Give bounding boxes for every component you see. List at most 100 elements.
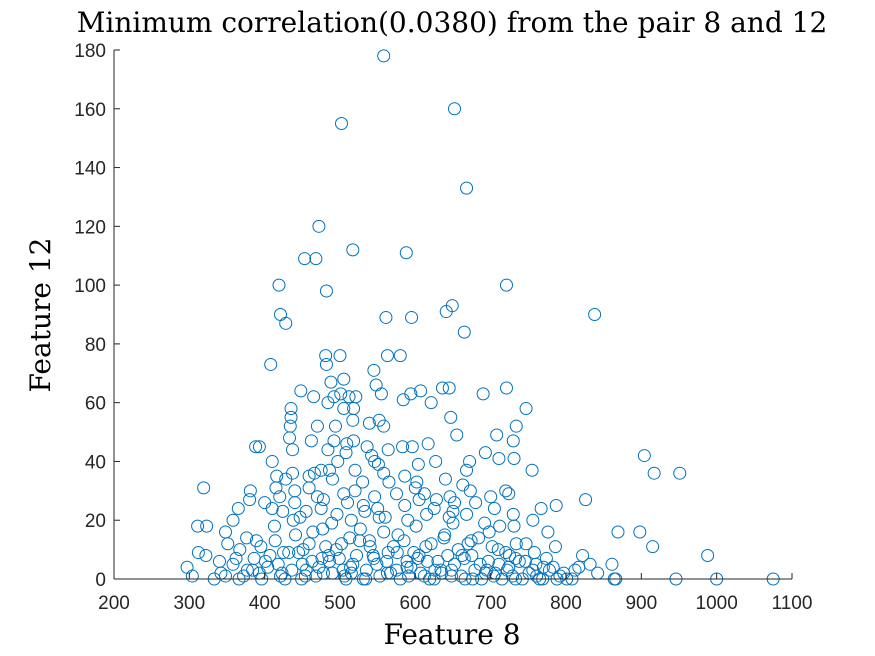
data-point (492, 452, 506, 466)
data-point (212, 554, 226, 568)
data-point (637, 449, 651, 463)
data-point (402, 569, 416, 583)
data-point (463, 484, 477, 498)
data-point (292, 546, 306, 560)
data-point (325, 516, 339, 530)
data-point (463, 454, 477, 468)
y-tick-label: 80 (85, 335, 106, 356)
data-point (482, 525, 496, 539)
data-point (502, 487, 516, 501)
data-point (344, 513, 358, 527)
data-point (420, 507, 434, 521)
data-point (444, 410, 458, 424)
data-point (457, 551, 471, 565)
data-point (542, 563, 556, 577)
data-point (480, 563, 494, 577)
y-tick-label: 40 (85, 452, 106, 473)
data-point (412, 493, 426, 507)
data-point (419, 540, 433, 554)
data-point (546, 560, 560, 574)
data-point (446, 504, 460, 518)
data-point (500, 563, 514, 577)
data-point (373, 569, 387, 583)
data-point (478, 516, 492, 530)
data-point (427, 501, 441, 515)
data-point (448, 102, 462, 116)
data-point (507, 519, 521, 533)
y-tick-label: 100 (74, 276, 106, 297)
data-point (285, 563, 299, 577)
data-point (362, 534, 376, 548)
data-point (233, 543, 247, 557)
data-point (346, 557, 360, 571)
data-point (519, 537, 533, 551)
data-point (472, 531, 486, 545)
data-point (400, 560, 414, 574)
data-point (478, 446, 492, 460)
data-point (490, 428, 504, 442)
data-point (229, 551, 243, 565)
data-point (441, 548, 455, 562)
y-tick-label: 0 (95, 570, 106, 591)
data-point (284, 402, 298, 416)
x-tick-label: 300 (173, 593, 205, 614)
x-axis-label: Feature 8 (383, 618, 520, 651)
data-point (380, 349, 394, 363)
data-point (591, 566, 605, 580)
data-point (273, 569, 287, 583)
data-point (605, 557, 619, 571)
data-point (327, 434, 341, 448)
data-point (530, 569, 544, 583)
data-point (362, 416, 376, 430)
data-point (319, 349, 333, 363)
data-point (396, 393, 410, 407)
data-point (484, 490, 498, 504)
data-point (493, 519, 507, 533)
data-point (267, 519, 281, 533)
x-tick-label: 1100 (772, 593, 813, 614)
data-point (372, 510, 386, 524)
data-point (319, 540, 333, 554)
data-point (310, 419, 324, 433)
data-point (363, 540, 377, 554)
x-tick-label: 700 (475, 593, 507, 614)
data-point (265, 454, 279, 468)
data-point (349, 390, 363, 404)
data-point (377, 466, 391, 480)
data-point (221, 537, 235, 551)
data-point (334, 387, 348, 401)
data-point (398, 499, 412, 513)
data-point (646, 540, 660, 554)
data-point (469, 496, 483, 510)
x-tick-label: 900 (625, 593, 657, 614)
data-point (346, 243, 360, 257)
data-point (191, 519, 205, 533)
axes (113, 49, 793, 580)
data-point (465, 548, 479, 562)
data-point (321, 443, 335, 457)
data-point (371, 457, 385, 471)
data-point (512, 554, 526, 568)
data-point (240, 531, 254, 545)
data-point (365, 449, 379, 463)
data-point (336, 563, 350, 577)
data-point (414, 384, 428, 398)
data-point (319, 284, 333, 298)
y-axis-label: Feature 12 (24, 238, 57, 393)
data-point (381, 546, 395, 560)
data-point (633, 525, 647, 539)
data-point (335, 116, 349, 130)
data-point (288, 496, 302, 510)
data-point (382, 475, 396, 489)
data-point (369, 378, 383, 392)
data-point (487, 501, 501, 515)
data-point (499, 484, 513, 498)
data-point (249, 440, 263, 454)
y-tick-label: 180 (74, 41, 106, 62)
data-point (442, 381, 456, 395)
data-point (485, 540, 499, 554)
data-point (304, 434, 318, 448)
data-point (359, 563, 373, 577)
data-point (231, 501, 245, 515)
data-point (460, 463, 474, 477)
